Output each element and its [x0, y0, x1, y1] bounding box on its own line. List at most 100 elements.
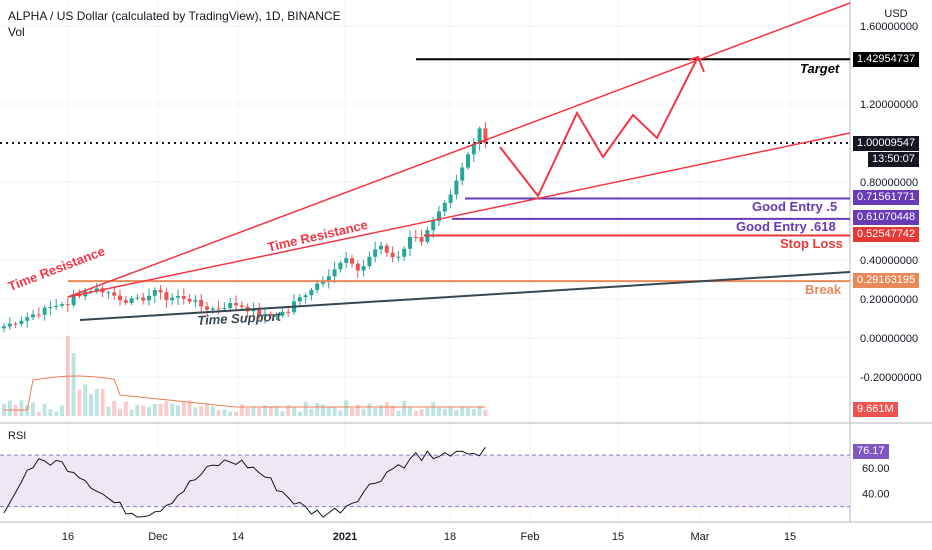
volume-bar: [396, 410, 401, 416]
volume-bar: [460, 406, 465, 416]
volume-bar: [164, 401, 169, 416]
volume-bar: [373, 407, 378, 416]
price-tick-label: -0.20000000: [860, 372, 922, 384]
candle-body: [431, 220, 436, 231]
time-support-line: [79, 271, 851, 321]
candle-body: [350, 258, 354, 264]
volume-bar: [7, 400, 12, 416]
target-label: Target: [800, 61, 840, 76]
time-tick-label: 16: [62, 531, 74, 543]
volume-bar: [286, 405, 291, 416]
candle-body: [263, 313, 267, 317]
volume-bar: [123, 401, 128, 416]
candle-body: [344, 258, 349, 263]
candle-body: [402, 248, 407, 257]
volume-bar: [118, 408, 122, 416]
volume-bar: [112, 400, 117, 416]
volume-bar: [187, 400, 192, 416]
volume-bars: [2, 336, 488, 416]
rsi-tick-label: 40.00: [862, 489, 890, 501]
volume-bar: [42, 403, 47, 416]
volume-bar: [222, 409, 227, 416]
volume-bar: [210, 406, 215, 416]
volume-bar: [413, 410, 418, 416]
candle-body: [297, 297, 302, 302]
candle-body: [280, 311, 285, 316]
candles: [2, 122, 488, 333]
volume-bar: [89, 393, 93, 416]
candle-body: [408, 236, 412, 249]
candle-body: [321, 280, 325, 284]
volume-bar: [199, 405, 204, 416]
candle-body: [25, 317, 30, 321]
candle-body: [205, 306, 209, 310]
candle-body: [466, 154, 470, 168]
candle-body: [460, 167, 465, 181]
volume-bar: [408, 406, 412, 416]
candle-body: [413, 236, 418, 238]
grid: [0, 0, 932, 523]
volume-bar: [442, 408, 447, 416]
candle-body: [71, 294, 76, 306]
volume-label: Vol: [8, 25, 25, 39]
candle-body: [60, 304, 64, 306]
candle-body: [106, 292, 111, 294]
volume-bar: [355, 404, 360, 416]
volume-bar: [431, 402, 436, 416]
volume-ma-line: [4, 375, 486, 411]
candle-body: [176, 295, 180, 298]
volume-bar: [181, 402, 186, 416]
volume-bar: [390, 405, 395, 416]
candle-body: [338, 262, 343, 270]
candle-body: [164, 292, 169, 301]
volume-bar: [268, 406, 273, 416]
current-price-tag: 1.00009547: [853, 136, 920, 151]
volume-bar: [135, 404, 140, 416]
rsi-pane: [0, 446, 850, 518]
price-tick-label: 0.40000000: [860, 255, 918, 267]
time-tick-label: 15: [784, 531, 796, 543]
time-tick-label: Feb: [521, 531, 540, 543]
volume-bar: [54, 411, 59, 416]
candle-body: [234, 303, 238, 306]
volume-bar: [471, 409, 476, 416]
volume-bar: [402, 400, 407, 416]
candle-body: [141, 297, 146, 301]
volume-bar: [257, 407, 262, 416]
candle-body: [112, 292, 117, 296]
volume-bar: [477, 405, 482, 416]
volume-bar: [129, 409, 134, 416]
candle-body: [216, 308, 221, 310]
projection-arrowhead: [688, 55, 705, 73]
rsi-line: [3, 446, 486, 518]
volume-bar: [326, 407, 331, 416]
candle-body: [355, 263, 360, 271]
volume-bar: [367, 403, 372, 416]
candle-body: [268, 313, 273, 316]
break-tag: 0.29163195: [853, 273, 920, 288]
volume-bar: [141, 405, 146, 416]
candle-body: [54, 305, 59, 308]
volume-bar: [77, 389, 82, 416]
countdown-tag: 13:50:07: [868, 152, 919, 167]
volume-bar: [170, 403, 175, 416]
volume-bar: [216, 410, 221, 416]
candle-body: [42, 307, 47, 315]
volume-tag: 9.661M: [853, 402, 898, 417]
time-tick-label: Mar: [691, 531, 710, 543]
good-entry-5-tag: 0.71561771: [853, 190, 920, 205]
candle-body: [379, 245, 383, 250]
time-tick-label: Dec: [148, 531, 168, 543]
candle-body: [36, 314, 41, 316]
stop-loss-label: Stop Loss: [780, 236, 843, 251]
volume-bar: [245, 408, 250, 416]
candle-body: [65, 304, 70, 306]
candle-body: [228, 303, 233, 309]
candle-body: [442, 202, 447, 212]
volume-bar: [454, 409, 459, 416]
candle-body: [199, 300, 204, 307]
volume-bar: [350, 408, 354, 416]
candle-body: [13, 323, 18, 325]
